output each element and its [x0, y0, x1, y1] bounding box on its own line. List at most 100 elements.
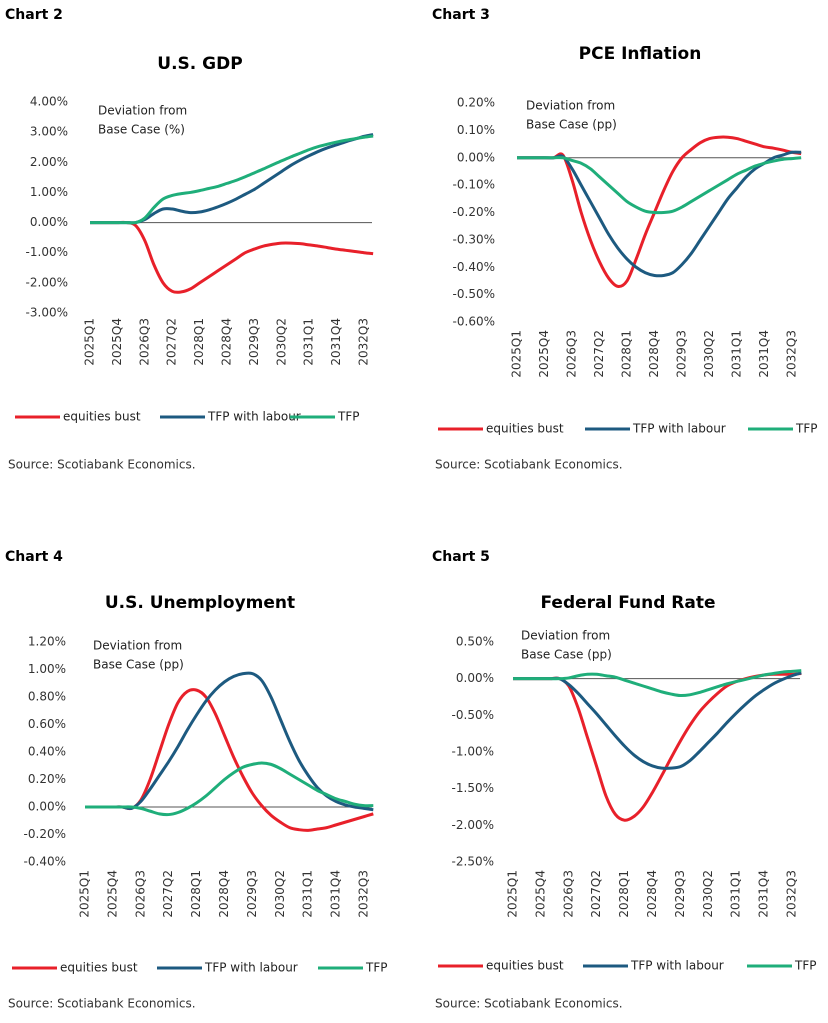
x-tick-label: 2031Q4 — [757, 870, 771, 918]
chart-title: U.S. Unemployment — [105, 593, 295, 613]
x-tick-label: 2028Q1 — [620, 330, 634, 378]
x-tick-label: 2030Q2 — [274, 318, 288, 366]
y-tick-label: -1.50% — [452, 781, 494, 795]
series-line — [85, 761, 374, 817]
y-tick-label: 0.00% — [28, 800, 66, 814]
legend-label: TFP with labour — [630, 959, 724, 973]
x-tick-label: 2028Q1 — [189, 870, 203, 918]
y-tick-label: -3.00% — [26, 306, 68, 320]
legend-label: TFP — [795, 422, 817, 436]
x-tick-label: 2031Q1 — [301, 870, 315, 918]
x-tick-label: 2032Q3 — [357, 870, 371, 918]
y-tick-label: 0.60% — [28, 717, 66, 731]
x-tick-label: 2025Q4 — [110, 318, 124, 366]
x-tick-label: 2031Q1 — [729, 870, 743, 918]
source-note: Source: Scotiabank Economics. — [8, 997, 196, 1011]
y-tick-label: 1.20% — [28, 635, 66, 649]
y-tick-label: -1.00% — [452, 745, 494, 759]
y-tick-label: 3.00% — [30, 125, 68, 139]
x-tick-label: 2032Q3 — [357, 318, 371, 366]
y-tick-label: -1.00% — [26, 245, 68, 259]
y-tick-label: 0.00% — [456, 671, 494, 685]
series-line — [85, 671, 374, 812]
source-note: Source: Scotiabank Economics. — [435, 997, 623, 1011]
legend-label: equities bust — [63, 410, 141, 424]
x-tick-label: 2025Q1 — [506, 870, 520, 918]
source-note: Source: Scotiabank Economics. — [435, 458, 623, 472]
chart-title: Federal Fund Rate — [540, 593, 715, 613]
x-tick-label: 2029Q3 — [247, 318, 261, 366]
y-tick-label: 1.00% — [28, 662, 66, 676]
series-line — [90, 134, 374, 225]
x-tick-label: 2028Q4 — [217, 870, 231, 918]
source-note: Source: Scotiabank Economics. — [8, 458, 196, 472]
chart-title: PCE Inflation — [579, 44, 702, 64]
legend-label: equities bust — [60, 961, 138, 975]
y-tick-label: -2.50% — [452, 855, 494, 869]
annotation: Deviation from — [526, 99, 615, 113]
annotation: Base Case (pp) — [526, 118, 617, 132]
chart-label: Chart 3 — [432, 7, 490, 23]
series-line — [513, 671, 802, 770]
x-tick-label: 2030Q2 — [701, 870, 715, 918]
x-tick-label: 2028Q4 — [220, 318, 234, 366]
x-tick-label: 2031Q4 — [329, 318, 343, 366]
x-tick-label: 2028Q4 — [647, 330, 661, 378]
x-tick-label: 2025Q1 — [78, 870, 92, 918]
x-tick-label: 2025Q4 — [533, 870, 547, 918]
chart-label: Chart 4 — [5, 549, 63, 565]
y-tick-label: 0.20% — [457, 96, 495, 110]
x-tick-label: 2026Q3 — [561, 870, 575, 918]
x-tick-label: 2029Q3 — [245, 870, 259, 918]
legend-label: TFP with labour — [204, 961, 298, 975]
y-tick-label: -0.10% — [453, 178, 495, 192]
chart-label: Chart 5 — [432, 549, 490, 565]
series-line — [90, 220, 374, 294]
annotation: Base Case (pp) — [521, 648, 612, 662]
x-tick-label: 2028Q1 — [617, 870, 631, 918]
x-tick-label: 2031Q4 — [329, 870, 343, 918]
legend-label: TFP with labour — [632, 422, 726, 436]
y-tick-label: -0.60% — [453, 315, 495, 329]
y-tick-label: 2.00% — [30, 155, 68, 169]
annotation: Deviation from — [93, 639, 182, 653]
x-tick-label: 2027Q2 — [592, 330, 606, 378]
y-tick-label: 0.40% — [28, 745, 66, 759]
series-line — [513, 669, 802, 698]
x-tick-label: 2032Q3 — [785, 870, 799, 918]
y-tick-label: -0.50% — [453, 287, 495, 301]
x-tick-label: 2031Q1 — [302, 318, 316, 366]
x-tick-label: 2026Q3 — [133, 870, 147, 918]
y-tick-label: 1.00% — [30, 185, 68, 199]
y-tick-label: -2.00% — [452, 818, 494, 832]
x-tick-label: 2032Q3 — [785, 330, 799, 378]
series-line — [516, 156, 802, 215]
annotation: Base Case (%) — [98, 123, 185, 137]
y-tick-label: 0.50% — [456, 635, 494, 649]
y-tick-label: 4.00% — [30, 95, 68, 109]
x-tick-label: 2031Q4 — [757, 330, 771, 378]
y-tick-label: 0.10% — [457, 123, 495, 137]
y-tick-label: 0.20% — [28, 772, 66, 786]
x-tick-label: 2031Q1 — [730, 330, 744, 378]
chart-label: Chart 2 — [5, 7, 63, 23]
y-tick-label: -0.30% — [453, 232, 495, 246]
x-tick-label: 2025Q1 — [83, 318, 97, 366]
x-tick-label: 2026Q3 — [565, 330, 579, 378]
x-tick-label: 2028Q4 — [645, 870, 659, 918]
x-tick-label: 2030Q2 — [273, 870, 287, 918]
legend-label: TFP — [794, 959, 816, 973]
legend-label: TFP — [365, 961, 387, 975]
x-tick-label: 2027Q2 — [161, 870, 175, 918]
x-tick-label: 2026Q3 — [137, 318, 151, 366]
x-tick-label: 2028Q1 — [192, 318, 206, 366]
annotation: Deviation from — [521, 629, 610, 643]
legend-label: TFP with labour — [207, 410, 301, 424]
x-tick-label: 2025Q4 — [537, 330, 551, 378]
y-tick-label: 0.00% — [457, 150, 495, 164]
y-tick-label: -0.20% — [453, 205, 495, 219]
legend-label: equities bust — [486, 422, 564, 436]
legend-label: equities bust — [486, 959, 564, 973]
x-tick-label: 2029Q3 — [675, 330, 689, 378]
